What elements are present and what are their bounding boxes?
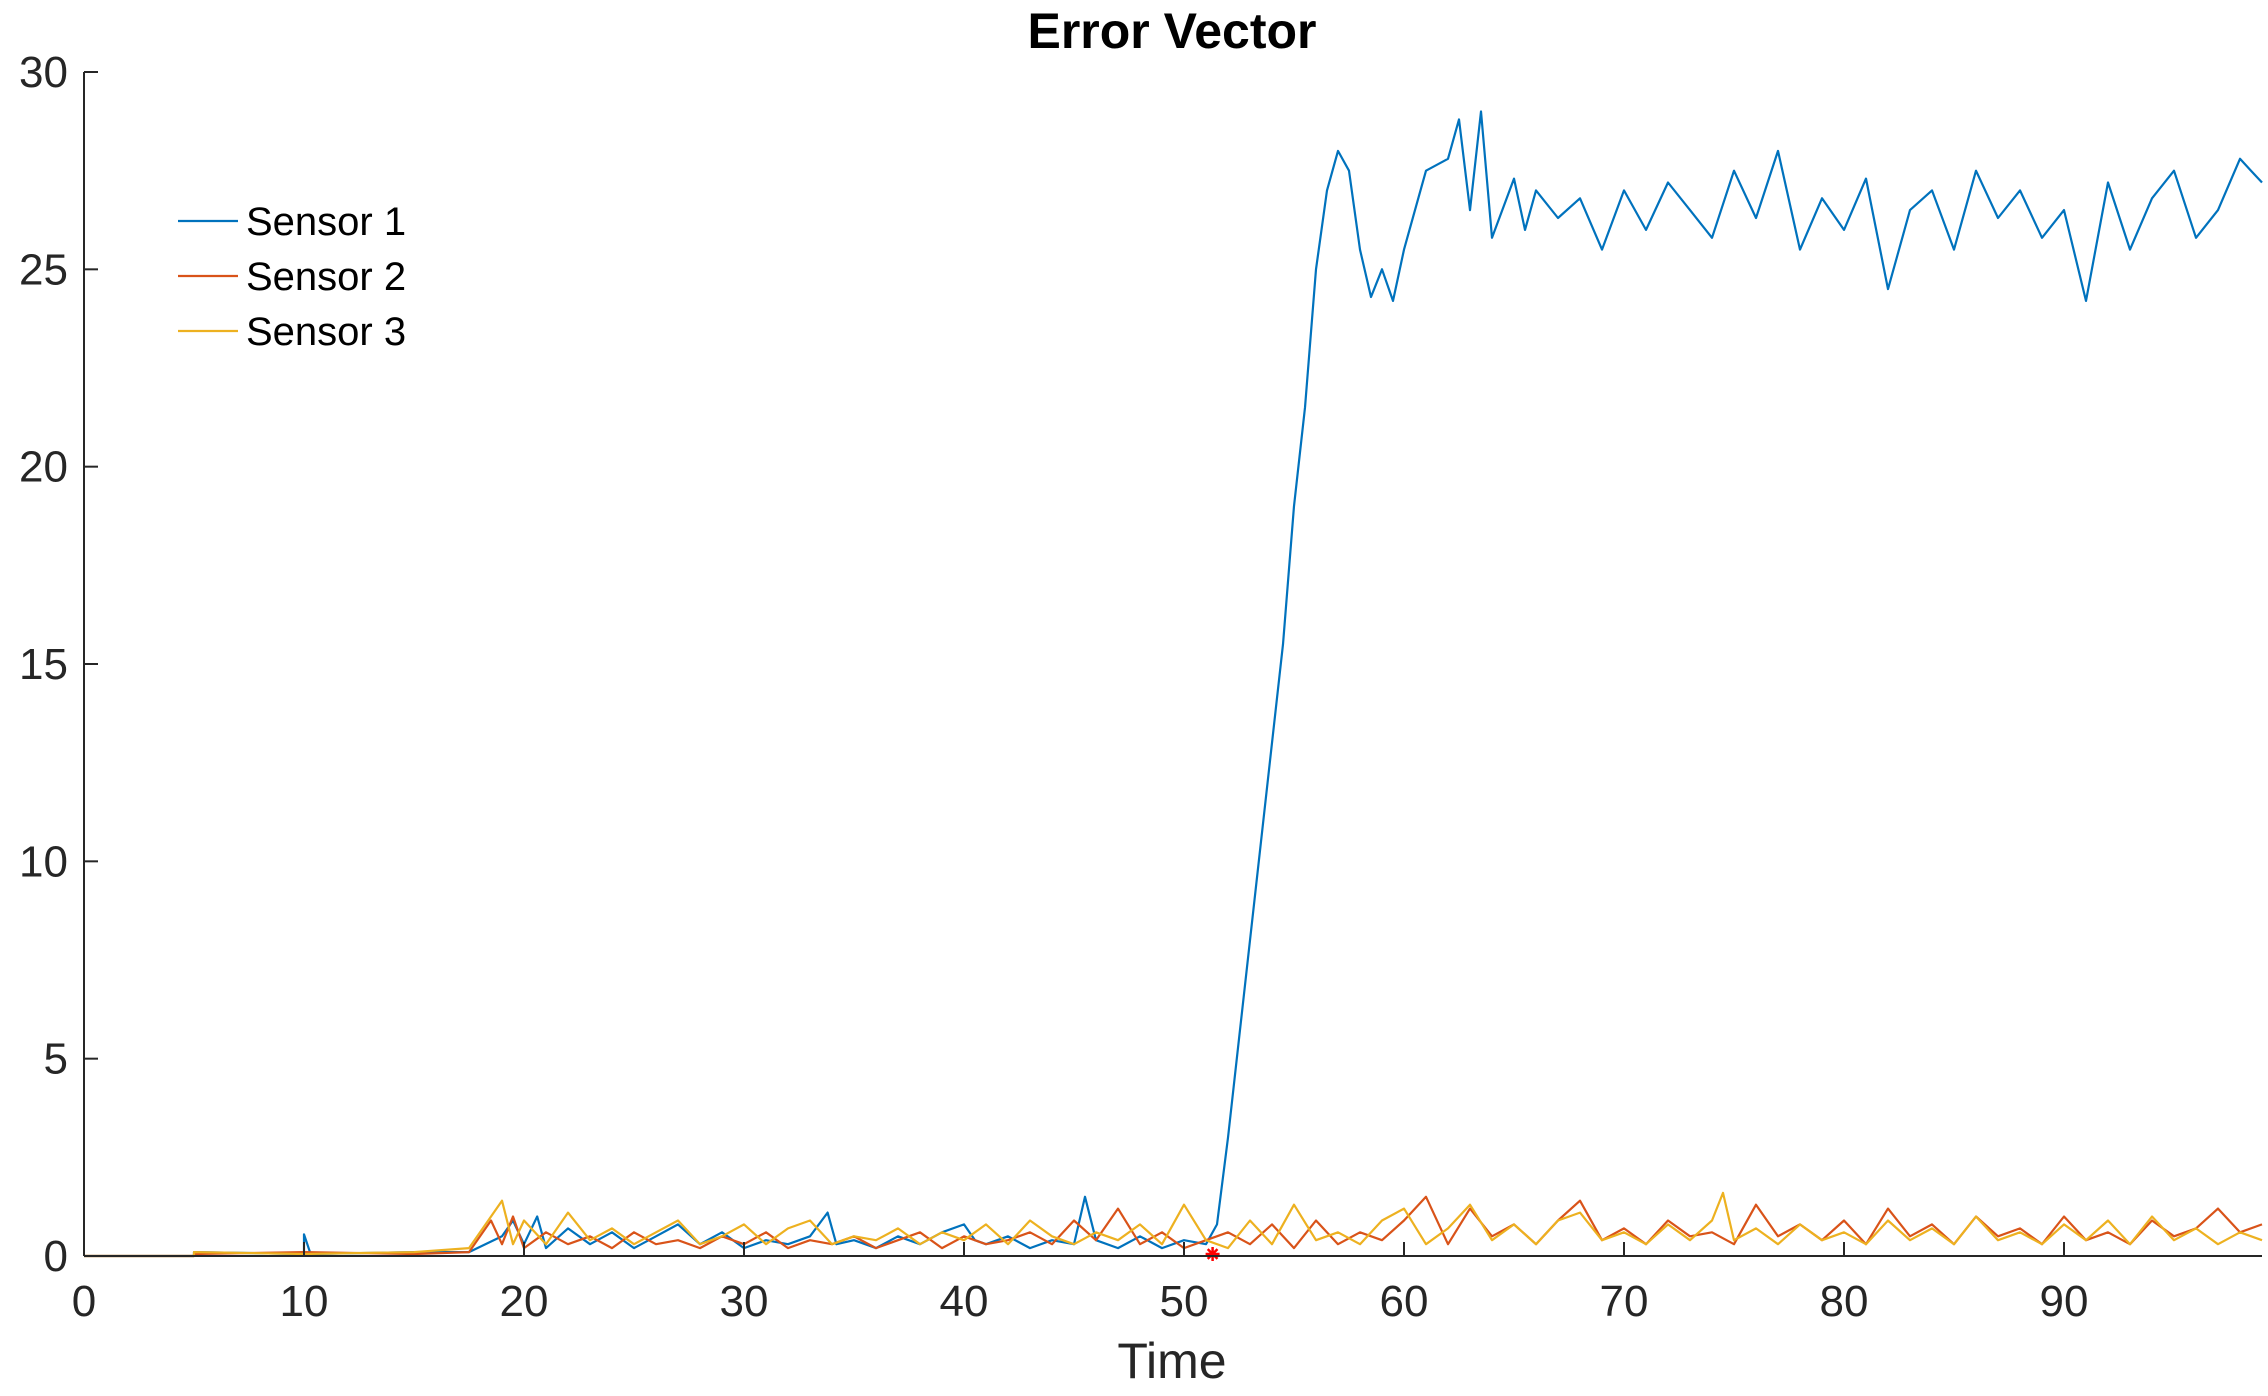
event-marker <box>1205 1247 1220 1261</box>
event-marker-stroke <box>1206 1248 1219 1260</box>
x-tick-label: 40 <box>940 1277 989 1326</box>
y-tick-label: 30 <box>19 48 68 97</box>
legend-label-3: Sensor 3 <box>246 310 406 354</box>
y-tick-label: 5 <box>44 1035 68 1084</box>
y-tick-label: 25 <box>19 245 68 294</box>
axes-layer: 0 10 20 30 40 50 60 70 80 90 0 5 10 15 20 25 30 <box>19 48 2262 1326</box>
series-line-3 <box>84 1191 2263 1258</box>
x-tick-label: 50 <box>1160 1277 1209 1326</box>
x-tick-label: 20 <box>500 1277 549 1326</box>
x-tick-label: 70 <box>1600 1277 1649 1326</box>
x-tick-label: 0 <box>72 1277 96 1326</box>
series-layer <box>84 110 2263 1261</box>
series-line-1 <box>84 110 2263 1258</box>
y-tick-label: 15 <box>19 640 68 689</box>
x-tick-label: 80 <box>1820 1277 1869 1326</box>
chart-title: Error Vector <box>1027 3 1316 59</box>
x-tick-label: 10 <box>280 1277 329 1326</box>
y-tick-label: 10 <box>19 837 68 886</box>
legend-label-1: Sensor 1 <box>246 200 406 244</box>
y-tick-label: 20 <box>19 443 68 492</box>
y-tick-label: 0 <box>44 1232 68 1281</box>
x-axis-label: Time <box>1117 1333 1226 1389</box>
x-tick-label: 30 <box>720 1277 769 1326</box>
legend-label-2: Sensor 2 <box>246 255 406 299</box>
x-tick-label: 60 <box>1380 1277 1429 1326</box>
series-line-2 <box>84 1195 2263 1258</box>
legend: Sensor 1 Sensor 2 Sensor 3 <box>178 200 406 354</box>
x-tick-label: 90 <box>2040 1277 2089 1326</box>
